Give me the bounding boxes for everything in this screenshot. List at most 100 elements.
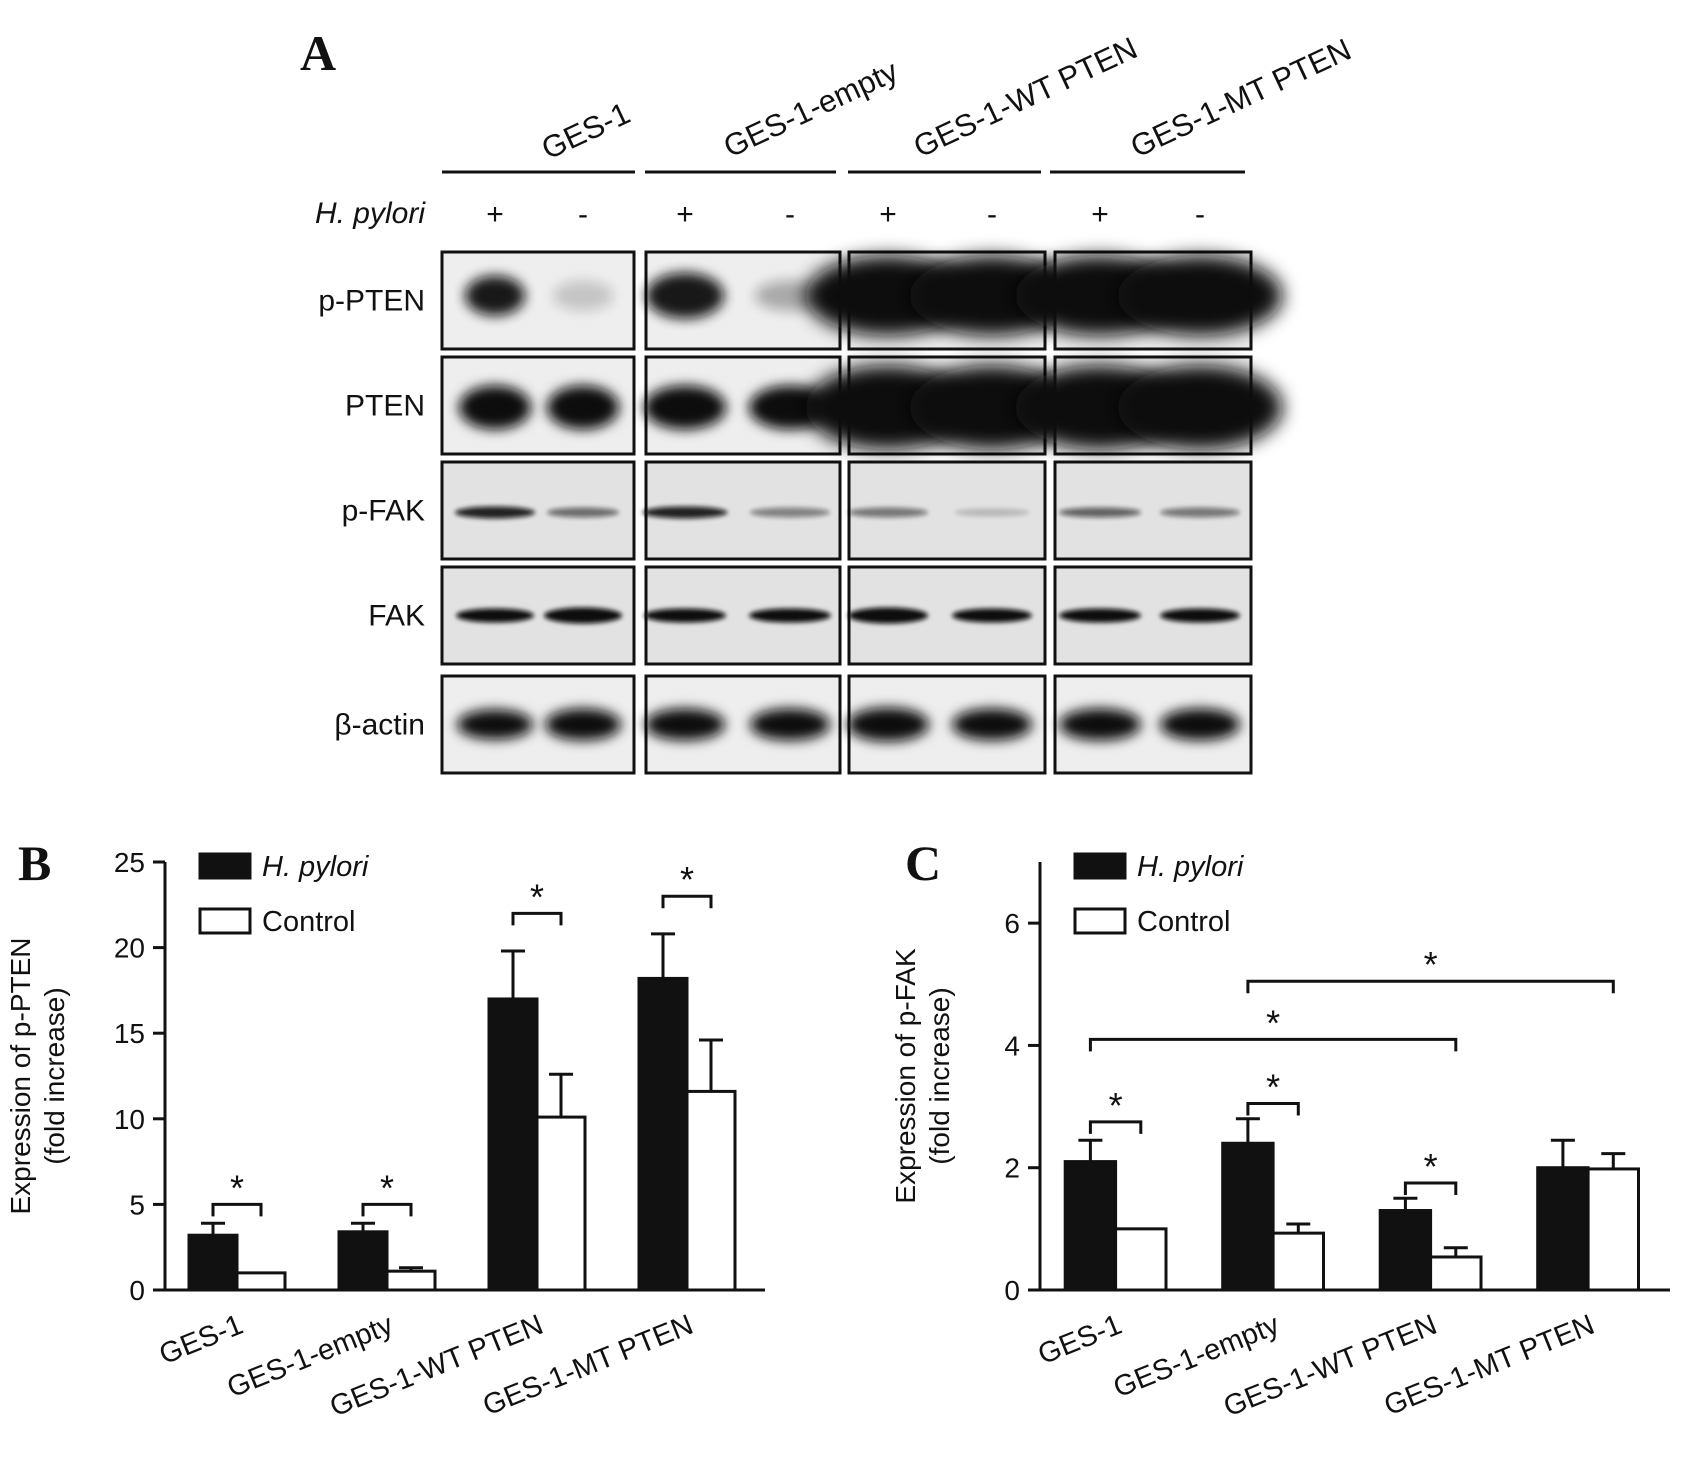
band-pten-lane-3 xyxy=(644,385,726,430)
lane-sign-8: - xyxy=(1195,198,1205,231)
panel-c-y-axis-title-2: (fold increase) xyxy=(924,987,955,1164)
band-p-fak-lane-6 xyxy=(954,508,1030,517)
panel-b-y-axis-title: Expression of p-PTEN xyxy=(5,938,36,1215)
panel-c-legend-swatch-h-pylori xyxy=(1073,852,1127,880)
band-p-pten-lane-2 xyxy=(553,280,613,311)
panel-c-y-tick-label-6: 6 xyxy=(1004,908,1020,939)
band-beta-actin-lane-2 xyxy=(545,708,621,741)
protein-label-pten: PTEN xyxy=(345,390,425,423)
panel-b-significance-star-2: * xyxy=(380,1167,394,1208)
panel-b-chart: B 0 5 10 15 20 25 Expression of p-PTEN (fold in… xyxy=(5,835,765,1423)
panel-c-significance-bracket-2 xyxy=(1246,1102,1300,1116)
panel-a-letter: A xyxy=(300,25,336,81)
panel-b-y-tick-label-10: 10 xyxy=(114,1104,145,1135)
panel-c-bar-control-ges-1-wt-pten xyxy=(1429,1255,1483,1292)
panel-b-bar-control-ges-1 xyxy=(235,1271,287,1292)
panel-b-bar-h-pylori-ges-1-wt-pten xyxy=(487,997,539,1292)
panel-b-significance-star-4: * xyxy=(680,859,694,900)
panel-b-letter: B xyxy=(18,835,51,891)
panel-b-legend-swatch-h-pylori xyxy=(198,852,252,880)
panel-c-significance-star-2: * xyxy=(1266,1067,1280,1108)
panel-c-legend-label-control: Control xyxy=(1137,906,1231,938)
panel-c-significance-star-4: * xyxy=(1266,1002,1280,1043)
band-p-pten-lane-8 xyxy=(1117,255,1283,336)
band-p-fak-lane-5 xyxy=(848,507,928,518)
panel-c-bar-control-ges-1-mt-pten xyxy=(1586,1167,1640,1292)
band-fak-lane-2 xyxy=(544,607,622,624)
panel-c-chart: C 0 2 4 6 Expression of p-FAK (fold increase)… xyxy=(890,835,1670,1423)
group-headers: GES-1 GES-1-empty GES-1-WT PTEN GES-1-MT… xyxy=(536,30,1356,166)
panel-c-letter: C xyxy=(905,835,941,891)
group-header-ges1: GES-1 xyxy=(536,95,635,166)
panel-b-y-tick-label-20: 20 xyxy=(114,933,145,964)
panel-c-significance-star-1: * xyxy=(1109,1085,1123,1126)
panel-b-category-label-ges-1: GES-1 xyxy=(155,1309,248,1371)
band-p-fak-lane-4 xyxy=(750,507,830,518)
band-fak-lane-4 xyxy=(749,608,831,623)
panel-b-bar-control-ges-1-wt-pten xyxy=(535,1115,587,1292)
panel-b-bar-h-pylori-ges-1-empty xyxy=(337,1230,389,1292)
panel-b-bar-control-ges-1-empty xyxy=(385,1269,437,1292)
panel-c-significance-bracket-1 xyxy=(1088,1120,1143,1134)
band-pten-lane-8 xyxy=(1117,365,1283,450)
panel-b-legend-label-h-pylori: H. pylori xyxy=(262,851,370,883)
panel-b-bar-h-pylori-ges-1-mt-pten xyxy=(637,976,689,1292)
panel-b-y-axis-title-2: (fold increase) xyxy=(39,987,70,1164)
band-beta-actin-lane-5 xyxy=(847,707,929,742)
lane-sign-5: + xyxy=(879,198,897,231)
panel-b-bar-h-pylori-ges-1 xyxy=(187,1233,239,1292)
lane-sign-7: + xyxy=(1091,198,1109,231)
panel-c-legend-swatch-control xyxy=(1073,907,1127,935)
band-beta-actin-lane-1 xyxy=(457,709,533,740)
panel-b-bar-control-ges-1-mt-pten xyxy=(685,1089,737,1292)
band-p-fak-lane-1 xyxy=(455,506,535,519)
panel-c-legend-label-h-pylori: H. pylori xyxy=(1137,851,1245,883)
panel-c-y-tick-label-2: 2 xyxy=(1004,1153,1020,1184)
lane-sign-6: - xyxy=(987,198,997,231)
panel-b-y-tick-label-5: 5 xyxy=(129,1189,145,1220)
panel-b-legend-swatch-control xyxy=(198,907,252,935)
panel-a-western-blot: A GES-1 GES-1-empty GES-1-WT PTEN GES-1-… xyxy=(300,25,1356,775)
panel-c-bar-h-pylori-ges-1 xyxy=(1063,1160,1118,1292)
panel-c-y-axis-title: Expression of p-FAK xyxy=(890,948,921,1204)
lane-sign-2: - xyxy=(578,198,588,231)
group-header-ges1-mt-pten: GES-1-MT PTEN xyxy=(1125,32,1356,165)
band-p-fak-lane-2 xyxy=(547,507,619,518)
panel-c-significance-star-3: * xyxy=(1424,1146,1438,1187)
panel-c-significance-bracket-3 xyxy=(1403,1181,1458,1195)
band-beta-actin-lane-6 xyxy=(952,708,1032,741)
band-fak-lane-6 xyxy=(952,608,1032,623)
band-beta-actin-lane-3 xyxy=(645,708,725,741)
band-p-fak-lane-7 xyxy=(1059,507,1141,518)
band-p-fak-lane-3 xyxy=(642,506,728,519)
panel-b-significance-bracket-2 xyxy=(361,1202,413,1217)
band-fak-lane-1 xyxy=(456,608,534,623)
treatment-label: H. pylori xyxy=(315,197,426,230)
band-beta-actin-lane-8 xyxy=(1160,708,1240,741)
group-header-ges1-empty: GES-1-empty xyxy=(718,53,903,164)
panel-b-legend-label-control: Control xyxy=(262,906,356,938)
panel-c-bar-control-ges-1-empty xyxy=(1271,1231,1325,1292)
band-p-fak-lane-8 xyxy=(1160,507,1240,518)
group-header-ges1-wt-pten: GES-1-WT PTEN xyxy=(908,30,1142,164)
panel-c-bar-h-pylori-ges-1-empty xyxy=(1221,1141,1275,1292)
panel-c-y-tick-label-0: 0 xyxy=(1004,1275,1020,1306)
band-fak-lane-8 xyxy=(1160,608,1240,623)
protein-label-fak: FAK xyxy=(368,600,425,633)
band-pten-lane-2 xyxy=(547,385,619,430)
panel-c-significance-bracket-5 xyxy=(1246,979,1615,994)
panel-c-significance-bracket-4 xyxy=(1088,1037,1458,1052)
panel-c-plot: 0 2 4 6 Expression of p-FAK (fold increase) GE… xyxy=(890,851,1670,1423)
panel-c-significance-star-5: * xyxy=(1424,944,1438,985)
panel-c-y-tick-label-4: 4 xyxy=(1004,1030,1020,1061)
panel-c-bar-h-pylori-ges-1-mt-pten xyxy=(1536,1166,1590,1292)
panel-c-category-label-ges-1: GES-1 xyxy=(1034,1309,1127,1371)
protein-label-p-fak: p-FAK xyxy=(342,495,425,528)
panel-b-significance-star-3: * xyxy=(530,876,544,917)
panel-b-significance-bracket-1 xyxy=(211,1202,263,1217)
lane-sign-1: + xyxy=(486,198,504,231)
protein-labels: p-PTEN PTEN p-FAK FAK β-actin xyxy=(318,285,425,742)
lane-signs: + - + - + - + - xyxy=(486,198,1205,231)
band-beta-actin-lane-7 xyxy=(1059,708,1141,741)
panel-c-bar-control-ges-1 xyxy=(1114,1227,1168,1292)
